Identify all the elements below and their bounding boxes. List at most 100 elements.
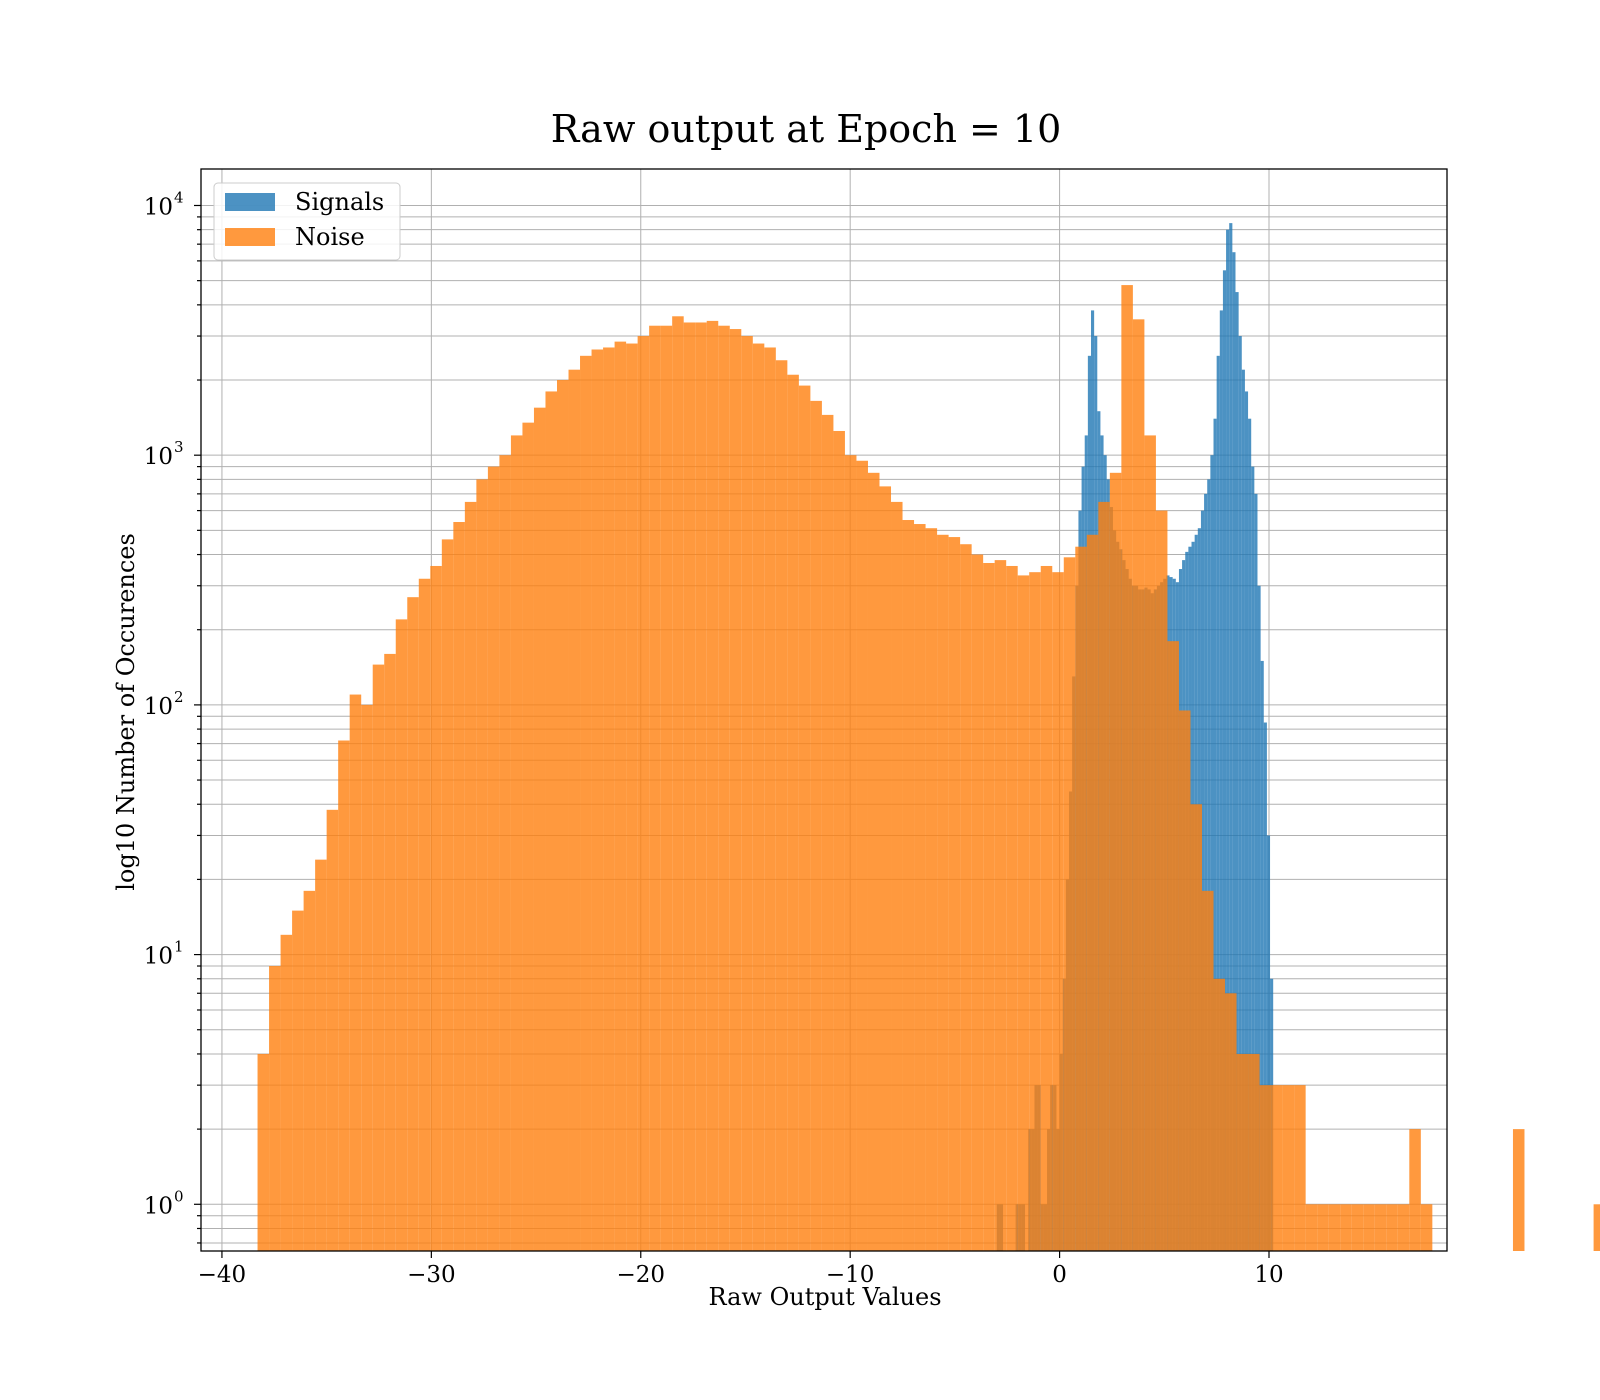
y-tick-label-base: 10 (144, 1193, 173, 1219)
noise-bar (303, 890, 316, 1251)
legend-swatch-noise (225, 228, 275, 246)
noise-bar (269, 966, 281, 1251)
noise-bar (407, 597, 419, 1251)
signals-bar (1257, 585, 1261, 1251)
signals-bar (1200, 510, 1205, 1251)
noise-bar (1213, 978, 1226, 1251)
signals-bar (1248, 418, 1252, 1251)
noise-bar (338, 740, 350, 1251)
signals-bar (1226, 229, 1230, 1251)
noise-bar (879, 486, 892, 1251)
signals-bar (1210, 455, 1214, 1251)
noise-bar (257, 1053, 270, 1251)
noise-bar (971, 554, 984, 1251)
noise-bar (844, 455, 857, 1251)
noise-bar (695, 322, 707, 1251)
noise-bar (914, 524, 926, 1251)
x-tick-label: 0 (1052, 1262, 1067, 1288)
noise-bar (533, 407, 546, 1252)
noise-bar (1029, 572, 1041, 1251)
signals-bar (1204, 493, 1208, 1251)
noise-bar (487, 466, 500, 1251)
y-tick-label-base: 10 (144, 194, 173, 220)
noise-bar (1098, 501, 1110, 1251)
noise-bar (1386, 1204, 1398, 1251)
y-tick-label: 10 4 (144, 188, 184, 220)
noise-bar (384, 653, 396, 1251)
plot-frame (200, 168, 1448, 1252)
noise-bar (1374, 1204, 1387, 1251)
noise-bar (510, 435, 523, 1251)
noise-bar (349, 694, 362, 1251)
noise-bar (1121, 285, 1133, 1251)
noise-bar (925, 528, 938, 1251)
y-tick-label-exponent: 4 (174, 188, 184, 206)
noise-bar (810, 400, 822, 1252)
noise-bar (545, 391, 557, 1251)
noise-bar (441, 539, 454, 1251)
signals-bar (1219, 310, 1223, 1251)
noise-bar (867, 472, 880, 1251)
noise-bar (937, 534, 949, 1251)
x-tick-label: 10 (1254, 1262, 1283, 1288)
noise-bar (1075, 546, 1087, 1251)
noise-bar (1109, 472, 1122, 1251)
legend-label-noise: Noise (295, 223, 365, 251)
y-tick-label-base: 10 (144, 944, 173, 970)
noise-bar (1409, 1129, 1421, 1251)
x-tick-label: −10 (826, 1262, 875, 1288)
noise-bar (1271, 1085, 1283, 1251)
noise-bar (718, 325, 730, 1251)
noise-bar (1201, 890, 1214, 1251)
noise-bar (1144, 435, 1156, 1251)
noise-bar (683, 322, 696, 1251)
legend-swatch-signals (225, 193, 275, 211)
noise-bar (1340, 1204, 1352, 1251)
noise-bar (1351, 1204, 1364, 1251)
signals-bar (1238, 336, 1242, 1251)
noise-bar (1190, 804, 1202, 1251)
noise-bar (1259, 1085, 1272, 1251)
noise-bar (280, 934, 293, 1251)
noise-bar (395, 619, 408, 1251)
signals-bar (1254, 493, 1258, 1251)
y-tick-label-exponent: 1 (174, 938, 184, 956)
noise-bar (1167, 641, 1179, 1251)
noise-bar (1178, 710, 1191, 1251)
noise-bar (499, 455, 511, 1251)
noise-bar (580, 355, 592, 1251)
x-tick-label: −40 (198, 1262, 247, 1288)
histogram-bars (257, 223, 1600, 1252)
noise-bar (902, 520, 915, 1251)
noise-bar (1225, 993, 1237, 1251)
x-tick-label: −30 (407, 1262, 456, 1288)
noise-bar (1593, 1204, 1600, 1251)
noise-bar (603, 347, 615, 1251)
noise-bar (752, 343, 765, 1251)
signals-bar (1213, 418, 1217, 1251)
noise-bar (741, 336, 753, 1251)
noise-bar (591, 349, 604, 1251)
noise-bar (326, 809, 339, 1251)
noise-bar (315, 859, 327, 1251)
noise-bar (568, 369, 581, 1251)
y-tick-label: 10 1 (144, 938, 184, 970)
noise-bar (1086, 534, 1099, 1251)
y-axis-label: log10 Number of Occurences (112, 533, 140, 891)
y-tick-label-base: 10 (144, 694, 173, 720)
noise-bar (1363, 1204, 1375, 1251)
noise-bar (660, 325, 673, 1251)
noise-bar (994, 560, 1007, 1251)
noise-bar (1052, 572, 1064, 1251)
noise-bar (948, 537, 961, 1251)
noise-bar (372, 664, 385, 1251)
noise-bar (1317, 1204, 1329, 1251)
y-tick-label-exponent: 0 (174, 1187, 184, 1205)
noise-bar (418, 578, 431, 1251)
signals-bar (1235, 292, 1239, 1252)
noise-bar (856, 460, 868, 1251)
noise-bar (649, 325, 661, 1251)
y-tick-label: 10 2 (144, 688, 184, 720)
noise-bar (1420, 1204, 1433, 1251)
